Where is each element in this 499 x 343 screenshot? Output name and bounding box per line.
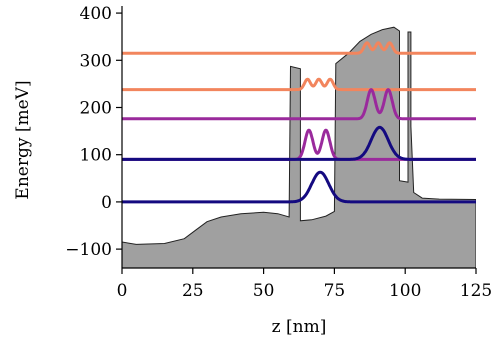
- y-tick-label: 300: [80, 51, 112, 71]
- y-tick-label: 100: [80, 146, 112, 166]
- x-tick-label: 75: [324, 281, 346, 301]
- energy-level-3: [122, 88, 476, 121]
- x-tick-label: 50: [253, 281, 275, 301]
- potential-profile: [122, 26, 476, 268]
- plot-area: [122, 26, 476, 268]
- y-tick-label: 200: [80, 98, 112, 118]
- x-tick-label: 25: [182, 281, 204, 301]
- energy-level-5: [122, 170, 476, 204]
- x-tick-label: 125: [460, 281, 492, 301]
- x-tick-label: 0: [117, 281, 128, 301]
- y-axis-label: Energy [meV]: [13, 80, 33, 199]
- energy-level-1: [122, 41, 476, 55]
- y-tick-label: 0: [101, 193, 112, 213]
- x-tick-label: 100: [389, 281, 421, 301]
- y-tick-label: 400: [80, 4, 112, 24]
- x-axis-label: z [nm]: [272, 317, 327, 337]
- energy-level-2: [122, 77, 476, 92]
- axes: 0 25 50 75 100 125 −100 0 100 200 300 400: [65, 4, 492, 301]
- energy-level-6: [122, 125, 476, 161]
- y-tick-label: −100: [65, 240, 112, 260]
